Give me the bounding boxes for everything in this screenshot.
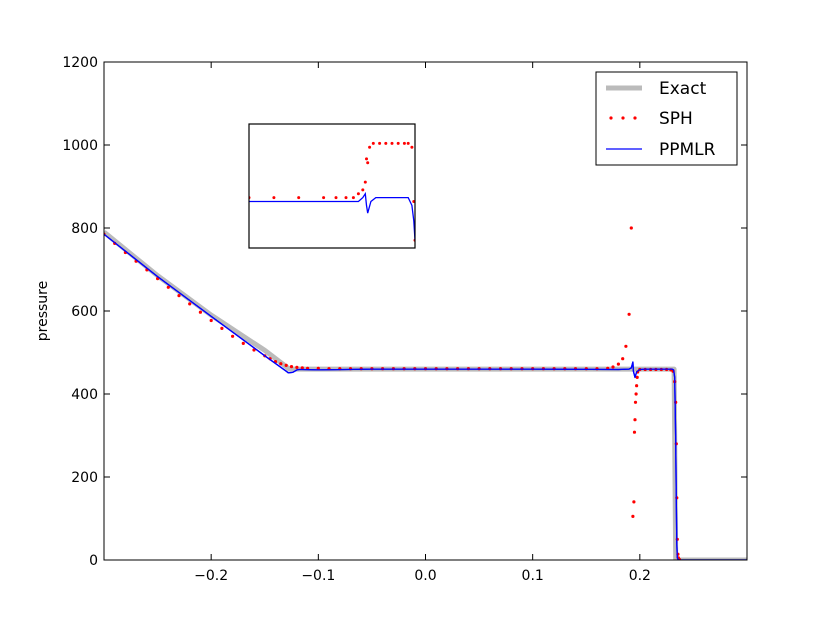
sph-point [627, 312, 631, 316]
inset-sph-point [334, 196, 338, 200]
y-tick-label: 200 [71, 470, 98, 486]
sph-point [624, 344, 628, 348]
sph-point [279, 362, 283, 366]
inset-sph-point [361, 188, 365, 192]
inset-sph-point [344, 196, 348, 200]
inset-sph-point [371, 141, 375, 145]
inset-ppmlr-line [249, 191, 415, 241]
sph-point [631, 514, 635, 519]
series-line-ppmlr-top [104, 233, 747, 560]
inset-sph-point [351, 196, 355, 200]
inset-background [249, 124, 415, 248]
inset-sph-point [365, 157, 368, 161]
sph-point [231, 334, 235, 338]
sph-point [198, 310, 202, 314]
inset-sph-point [378, 141, 382, 145]
inset-sph-point [412, 200, 415, 203]
axes: −0.2 −0.1 0.0 0.1 0.2 0 200 400 600 800 1000 1200 pr… [35, 55, 748, 584]
sph-point [611, 365, 615, 369]
sph-point [635, 375, 639, 379]
inset-sph-point [410, 145, 414, 149]
y-tick-label: 400 [71, 387, 98, 403]
sph-point [616, 362, 621, 366]
inset-series [249, 141, 415, 242]
inset-sph-point [366, 161, 370, 165]
inset-zoom-panel [248, 123, 416, 249]
y-axis-title: pressure [35, 281, 51, 341]
y-tick-label: 800 [71, 221, 98, 237]
inset-sph-point [396, 141, 400, 145]
legend-marker-sph [633, 116, 637, 120]
sph-point [295, 365, 299, 369]
sph-point [220, 326, 224, 330]
inset-sph-point [272, 196, 276, 200]
data-series [104, 226, 747, 560]
sph-point [632, 430, 637, 434]
y-tick-label: 1000 [62, 138, 98, 154]
y-tick-label: 0 [89, 553, 98, 569]
sph-point [166, 285, 170, 289]
legend-marker-sph [609, 116, 613, 120]
legend-entry-sph: SPH [609, 109, 693, 129]
legend: Exact SPH PPMLR [595, 71, 738, 166]
sph-point [209, 318, 213, 323]
legend-label-ppmlr: PPMLR [659, 140, 716, 160]
legend-entry-exact: Exact [606, 79, 707, 99]
sph-point [621, 357, 625, 361]
sph-point [316, 366, 320, 370]
x-tick-label: 0.0 [414, 568, 436, 584]
x-tick-label: 0.2 [629, 568, 651, 584]
sph-point [632, 500, 636, 504]
sph-point [241, 341, 245, 345]
inset-sph-point [368, 145, 372, 149]
inset-sph-point [390, 141, 394, 145]
sph-point [284, 363, 288, 367]
sph-point [629, 226, 633, 230]
inset-sph-point [363, 180, 367, 184]
sph-point [633, 400, 638, 404]
sph-point [289, 365, 294, 369]
sph-point [635, 384, 639, 388]
x-tick-label: −0.1 [301, 568, 335, 584]
sph-point [188, 302, 192, 306]
sph-point [634, 392, 638, 396]
legend-label-sph: SPH [659, 109, 693, 129]
legend-marker-sph [621, 116, 625, 120]
legend-entry-ppmlr: PPMLR [606, 140, 716, 160]
x-tick-label: −0.2 [194, 568, 228, 584]
sph-point [177, 294, 181, 298]
y-tick-label: 1200 [62, 55, 98, 71]
inset-sph-point [356, 192, 360, 196]
inset-sph-point [384, 141, 388, 145]
sph-point [300, 366, 304, 370]
inset-sph-point [322, 196, 326, 200]
y-tick-label: 600 [71, 304, 98, 320]
inset-sph-point [406, 141, 410, 145]
inset-sph-point [297, 196, 301, 200]
sph-point [633, 418, 637, 422]
inset-frame [248, 123, 416, 249]
x-tick-label: 0.1 [522, 568, 544, 584]
legend-label-exact: Exact [659, 79, 707, 99]
inset-sph-point [402, 141, 406, 145]
